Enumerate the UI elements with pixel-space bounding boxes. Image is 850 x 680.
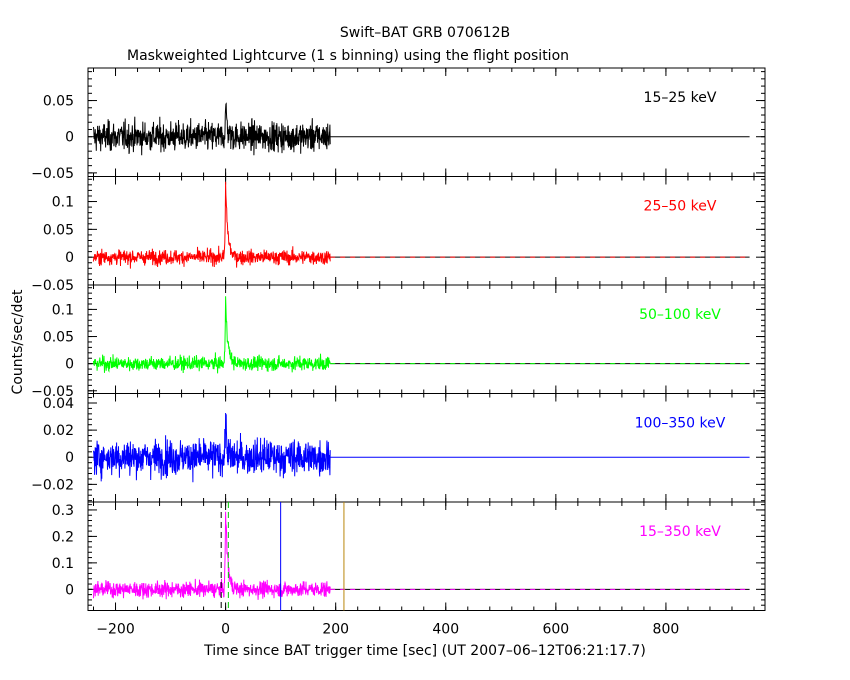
panel-5: 0 0.1 0.2 0.3 15–350 keV [52,501,766,611]
chart-subtitle: Maskweighted Lightcurve (1 s binning) us… [127,48,569,64]
y-tick-label: 0.05 [43,330,74,346]
x-tick-label: 800 [653,622,680,638]
panel-frame [87,176,766,286]
panel-frame [87,501,766,611]
y-tick-label: 0.1 [52,556,74,572]
series-line [93,412,331,483]
panel-energy-label: 25–50 keV [644,199,717,215]
y-tick-label: 0 [65,250,74,266]
y-tick-label: 0 [65,357,74,373]
y-axis-label: Counts/sec/det [10,289,26,394]
panel-frame [87,67,766,177]
panel-energy-label: 15–25 keV [644,90,717,106]
panel-energy-label: 50–100 keV [639,307,721,323]
x-tick-label: −200 [96,622,134,638]
y-tick-label: 0 [65,130,74,146]
x-axis-label: Time since BAT trigger time [sec] (UT 20… [203,643,646,659]
y-tick-label: 0 [65,582,74,598]
series-line [93,181,331,269]
series-line [93,102,331,156]
panel-2: −0.05 0 0.05 0.1 25–50 keV [31,176,766,294]
y-tick-label: −0.05 [31,166,74,182]
x-tick-label: 400 [432,622,459,638]
x-tick-label: 200 [322,622,349,638]
panels-group: −0.05 0 0.05 15–25 keV −0.05 0 0.05 0.1 25–50 ke… [31,67,766,638]
y-tick-label: 0.02 [43,423,74,439]
y-tick-label: 0.1 [52,302,74,318]
panel-4: −0.02 0 0.02 0.04 100–350 keV [31,393,766,503]
x-tick-label: 0 [221,622,230,638]
y-tick-label: 0 [65,450,74,466]
series-line [93,296,331,374]
panel-frame [87,393,766,503]
panel-energy-label: 15–350 keV [639,524,721,540]
chart-title: Swift–BAT GRB 070612B [340,25,510,41]
y-tick-label: −0.02 [31,477,74,493]
y-tick-label: −0.05 [31,384,74,400]
y-tick-label: 0.05 [43,94,74,110]
y-tick-label: −0.05 [31,278,74,294]
panel-3: −0.05 0 0.05 0.1 50–100 keV [31,284,766,400]
series-line [93,511,331,600]
y-tick-label: 0.05 [43,222,74,238]
panel-frame [87,284,766,394]
y-tick-label: 0.3 [52,503,74,519]
panel-1: −0.05 0 0.05 15–25 keV [31,67,766,182]
y-tick-label: 0.1 [52,195,74,211]
x-tick-label: 600 [542,622,569,638]
y-tick-label: 0.2 [52,529,74,545]
y-tick-label: 0.04 [43,396,74,412]
panel-energy-label: 100–350 keV [635,416,726,432]
